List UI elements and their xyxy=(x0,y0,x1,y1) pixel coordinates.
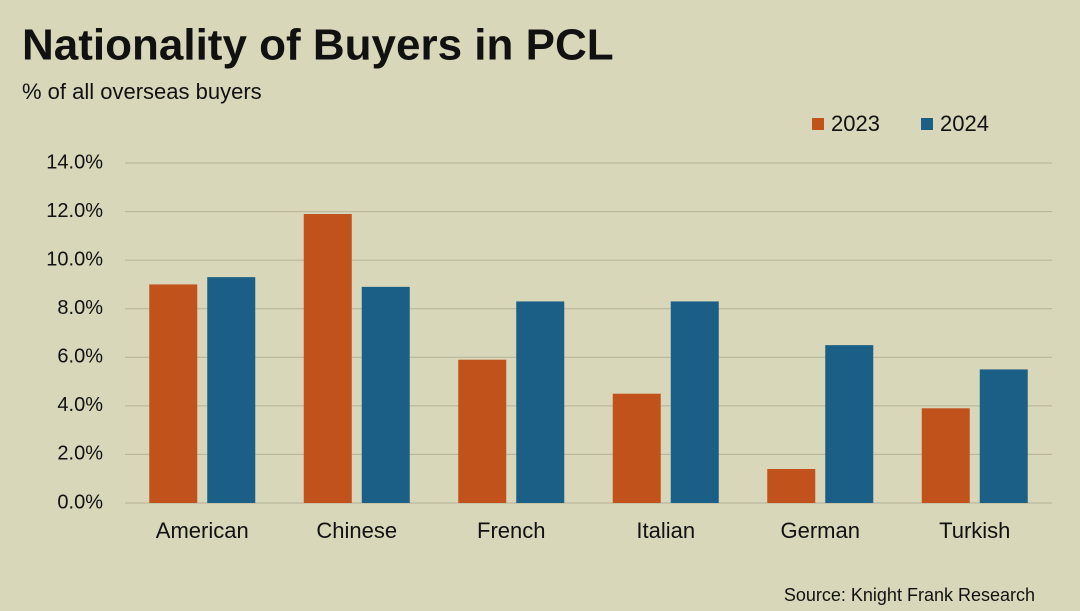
bar xyxy=(303,214,352,503)
bar xyxy=(207,277,256,503)
y-tick-label: 2.0% xyxy=(57,443,103,465)
bar xyxy=(612,393,661,503)
legend-label: 2024 xyxy=(940,111,989,136)
x-tick-label: French xyxy=(477,518,545,543)
y-tick-label: 10.0% xyxy=(46,248,103,270)
bar xyxy=(516,301,565,503)
chart-subtitle: % of all overseas buyers xyxy=(22,79,262,104)
x-tick-label: German xyxy=(781,518,860,543)
bar xyxy=(361,286,410,503)
chart-title: Nationality of Buyers in PCL xyxy=(22,21,614,70)
legend-label: 2023 xyxy=(831,111,880,136)
y-tick-label: 12.0% xyxy=(46,200,103,222)
bar xyxy=(670,301,719,503)
legend-swatch xyxy=(921,118,933,130)
bar xyxy=(921,408,970,503)
y-tick-label: 14.0% xyxy=(46,151,103,173)
bar xyxy=(767,469,816,503)
y-tick-label: 8.0% xyxy=(57,297,103,319)
bar xyxy=(149,284,198,503)
legend-swatch xyxy=(812,118,824,130)
y-tick-label: 0.0% xyxy=(57,491,103,513)
bar xyxy=(979,369,1028,503)
y-tick-label: 4.0% xyxy=(57,394,103,416)
x-tick-label: American xyxy=(156,518,249,543)
x-tick-label: Chinese xyxy=(316,518,397,543)
bar xyxy=(458,359,507,503)
bar xyxy=(825,345,874,503)
x-tick-label: Italian xyxy=(636,518,695,543)
y-tick-label: 6.0% xyxy=(57,346,103,368)
source-note: Source: Knight Frank Research xyxy=(784,585,1035,605)
x-tick-label: Turkish xyxy=(939,518,1010,543)
